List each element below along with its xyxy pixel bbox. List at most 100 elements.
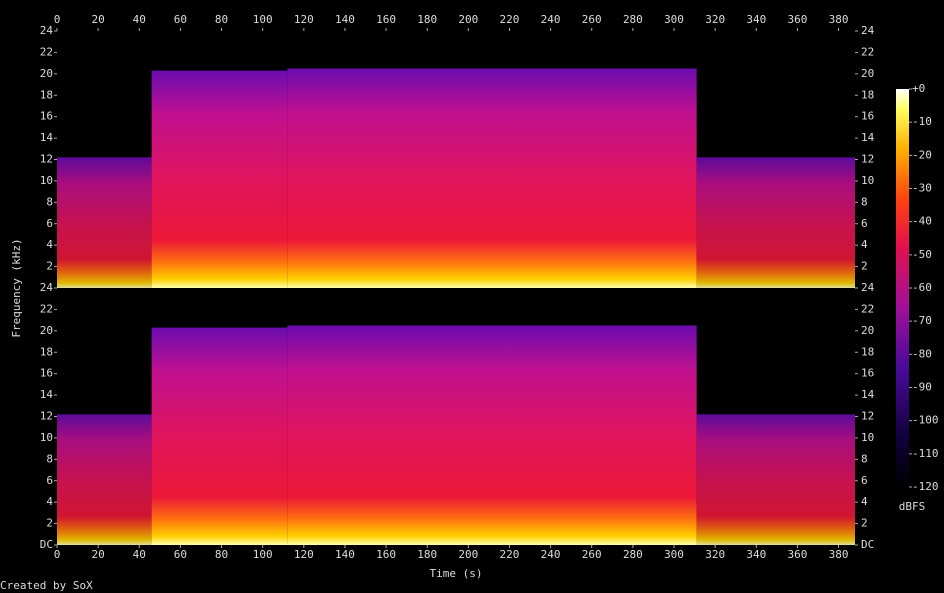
x-tick-label: 320 — [705, 548, 725, 561]
x-tick-label-top: 240 — [541, 13, 561, 26]
x-tick-label-top: 260 — [582, 13, 602, 26]
y-axis-label: Frequency (kHz) — [10, 238, 23, 337]
y-tick-label: 4 — [46, 495, 53, 508]
y-tick-label: 18 — [40, 88, 53, 101]
x-tick-label-top: 180 — [417, 13, 437, 26]
y-tick-label: 8 — [46, 195, 53, 208]
colorbar-tick-label: +0 — [912, 82, 925, 95]
colorbar-tick-label: -50 — [912, 248, 932, 261]
y-tick-label: 22 — [40, 302, 53, 315]
y-tick-label: 12 — [40, 410, 53, 423]
x-tick-label-top: 280 — [623, 13, 643, 26]
y-tick-label: 24 — [40, 24, 54, 37]
colorbar-tick-label: -120 — [912, 480, 939, 493]
y-tick-label-right: 6 — [861, 217, 868, 230]
colorbar-tick-label: -70 — [912, 314, 932, 327]
y-tick-label: 14 — [40, 388, 54, 401]
x-tick-label: 240 — [541, 548, 561, 561]
x-tick-label: 140 — [335, 548, 355, 561]
y-tick-label-right: 22 — [861, 45, 874, 58]
y-tick-label: 24 — [40, 281, 54, 294]
x-tick-label-top: 120 — [294, 13, 314, 26]
colorbar-tick-label: -80 — [912, 347, 932, 360]
x-tick-label: 340 — [746, 548, 766, 561]
x-tick-label: 60 — [174, 548, 187, 561]
x-tick-label: 300 — [664, 548, 684, 561]
y-tick-label-right: 20 — [861, 324, 874, 337]
y-tick-label: 20 — [40, 67, 53, 80]
colorbar-tick-label: -30 — [912, 182, 932, 195]
y-tick-label-right: 4 — [861, 495, 868, 508]
x-tick-label-top: 60 — [174, 13, 187, 26]
y-tick-label: 16 — [40, 367, 53, 380]
spectrum-segment — [696, 157, 855, 288]
x-tick-label-top: 0 — [54, 13, 61, 26]
x-tick-label-top: 300 — [664, 13, 684, 26]
spectrum-segment — [696, 414, 855, 545]
colorbar-tick-label: -20 — [912, 148, 932, 161]
y-tick-label-right: 8 — [861, 452, 868, 465]
spectrum-segment — [287, 68, 697, 289]
colorbar-tick-label: -110 — [912, 447, 939, 460]
y-tick-label: 14 — [40, 131, 54, 144]
colorbar-tick-label: -40 — [912, 215, 932, 228]
y-tick-label-right: 6 — [861, 474, 868, 487]
y-tick-label-right: 24 — [861, 24, 875, 37]
x-tick-label: 360 — [787, 548, 807, 561]
credit: Created by SoX — [0, 579, 93, 592]
y-tick-label-right: 18 — [861, 345, 874, 358]
x-tick-label-top: 40 — [133, 13, 146, 26]
colorbar-label: dBFS — [899, 500, 926, 513]
colorbar-tick-label: -100 — [912, 414, 939, 427]
y-tick-label: 12 — [40, 153, 53, 166]
y-tick-label-right: 10 — [861, 431, 874, 444]
y-tick-label-right: DC — [861, 538, 874, 551]
x-tick-label-top: 80 — [215, 13, 228, 26]
y-tick-label: 16 — [40, 110, 53, 123]
x-tick-label: 160 — [376, 548, 396, 561]
x-tick-label-top: 220 — [500, 13, 520, 26]
x-tick-label: 100 — [253, 548, 273, 561]
x-tick-label-top: 160 — [376, 13, 396, 26]
x-tick-label-top: 360 — [787, 13, 807, 26]
y-tick-label: 2 — [46, 517, 53, 530]
spectrum-segment — [151, 70, 288, 288]
x-tick-label: 380 — [829, 548, 849, 561]
colorbar-tick-label: -60 — [912, 281, 932, 294]
spectrum-segment — [151, 327, 288, 545]
colorbar-tick-label: -10 — [912, 115, 932, 128]
y-tick-label-right: 20 — [861, 67, 874, 80]
x-tick-label: 0 — [54, 548, 61, 561]
x-tick-label: 120 — [294, 548, 314, 561]
y-tick-label-right: 4 — [861, 238, 868, 251]
spectrum-segment — [57, 414, 152, 545]
y-tick-label-right: 24 — [861, 281, 875, 294]
y-tick-label-right: 18 — [861, 88, 874, 101]
y-tick-label-right: 12 — [861, 153, 874, 166]
y-tick-label-right: 10 — [861, 174, 874, 187]
y-tick-label-right: 16 — [861, 367, 874, 380]
x-tick-label-top: 200 — [458, 13, 478, 26]
y-tick-label: DC — [40, 538, 53, 551]
x-tick-label: 200 — [458, 548, 478, 561]
x-tick-label-top: 340 — [746, 13, 766, 26]
x-tick-label: 80 — [215, 548, 228, 561]
x-tick-label: 20 — [92, 548, 105, 561]
y-tick-label-right: 14 — [861, 388, 875, 401]
y-tick-label-right: 22 — [861, 302, 874, 315]
x-tick-label: 220 — [500, 548, 520, 561]
spectrum-segment — [287, 325, 697, 545]
x-axis-label: Time (s) — [430, 567, 483, 580]
y-tick-label: 6 — [46, 474, 53, 487]
y-tick-label-right: 14 — [861, 131, 875, 144]
y-tick-label: 4 — [46, 238, 53, 251]
y-tick-label-right: 8 — [861, 195, 868, 208]
x-tick-label-top: 140 — [335, 13, 355, 26]
y-tick-label: 10 — [40, 431, 53, 444]
x-tick-label-top: 100 — [253, 13, 273, 26]
x-tick-label: 180 — [417, 548, 437, 561]
y-tick-label: 18 — [40, 345, 53, 358]
x-tick-label: 260 — [582, 548, 602, 561]
x-tick-label-top: 320 — [705, 13, 725, 26]
